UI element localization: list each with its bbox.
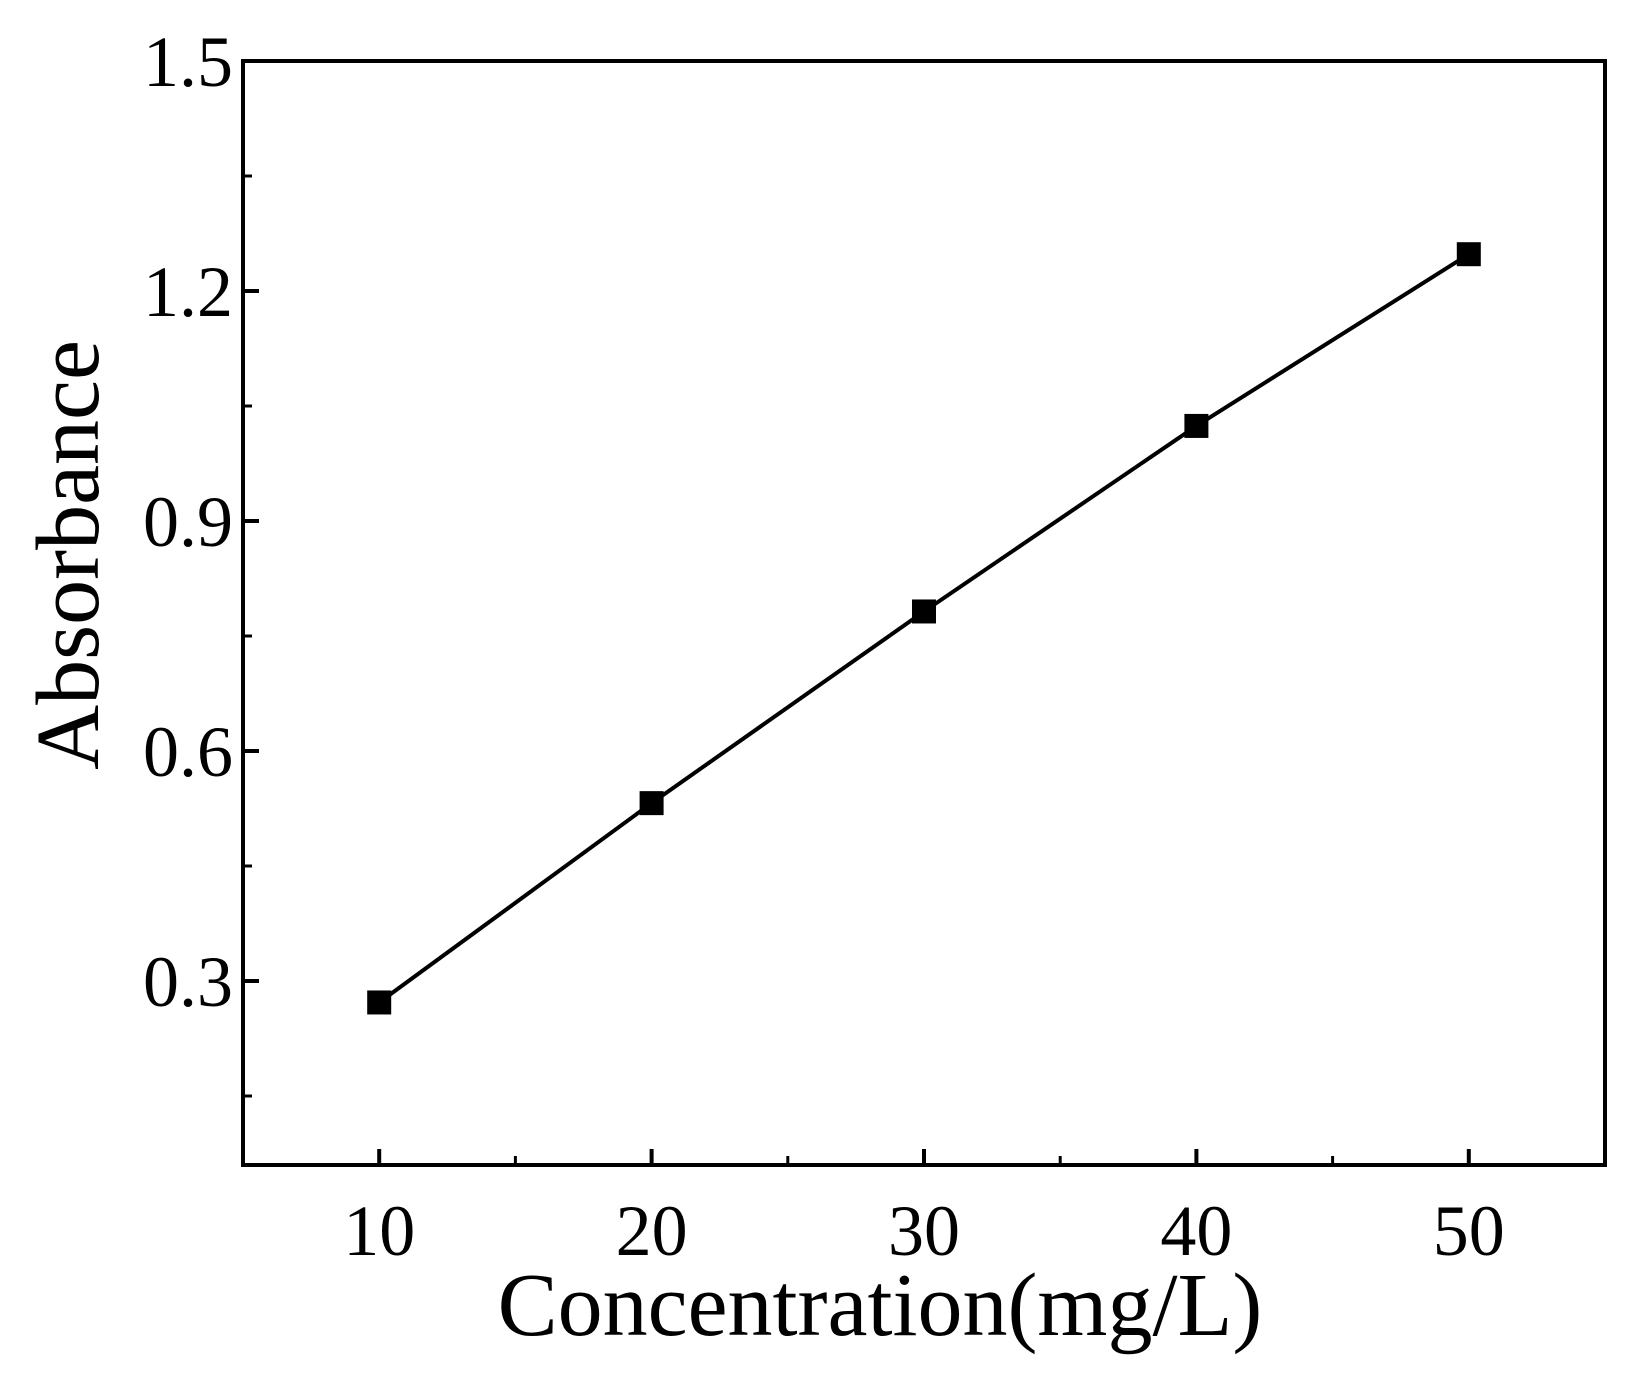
data-point-marker <box>639 791 664 816</box>
data-point-marker <box>367 990 392 1015</box>
data-point-marker <box>912 599 936 624</box>
x-tick-label: 40 <box>1160 1191 1232 1271</box>
data-point-marker <box>1456 242 1481 267</box>
y-tick-label: 0.6 <box>143 712 233 792</box>
x-axis-title: Concentration(mg/L) <box>498 1256 1263 1355</box>
x-tick-label: 50 <box>1433 1191 1505 1271</box>
y-axis-title: Absorbance <box>19 340 118 770</box>
y-tick-label: 1.2 <box>143 252 233 332</box>
axis-layer: 10 20 30 40 50 0.3 0.6 0.9 1.2 1.5 <box>143 22 1607 1271</box>
y-tick-label: 1.5 <box>143 22 233 102</box>
y-tick-label: 0.3 <box>143 942 233 1022</box>
x-tick-label: 10 <box>343 1191 415 1271</box>
x-tick-label: 20 <box>616 1191 688 1271</box>
plot-layer <box>367 242 1481 1015</box>
y-tick-label: 0.9 <box>143 482 233 562</box>
data-point-marker <box>1184 413 1209 438</box>
series-line <box>378 252 1470 1005</box>
x-tick-label: 30 <box>888 1191 960 1271</box>
